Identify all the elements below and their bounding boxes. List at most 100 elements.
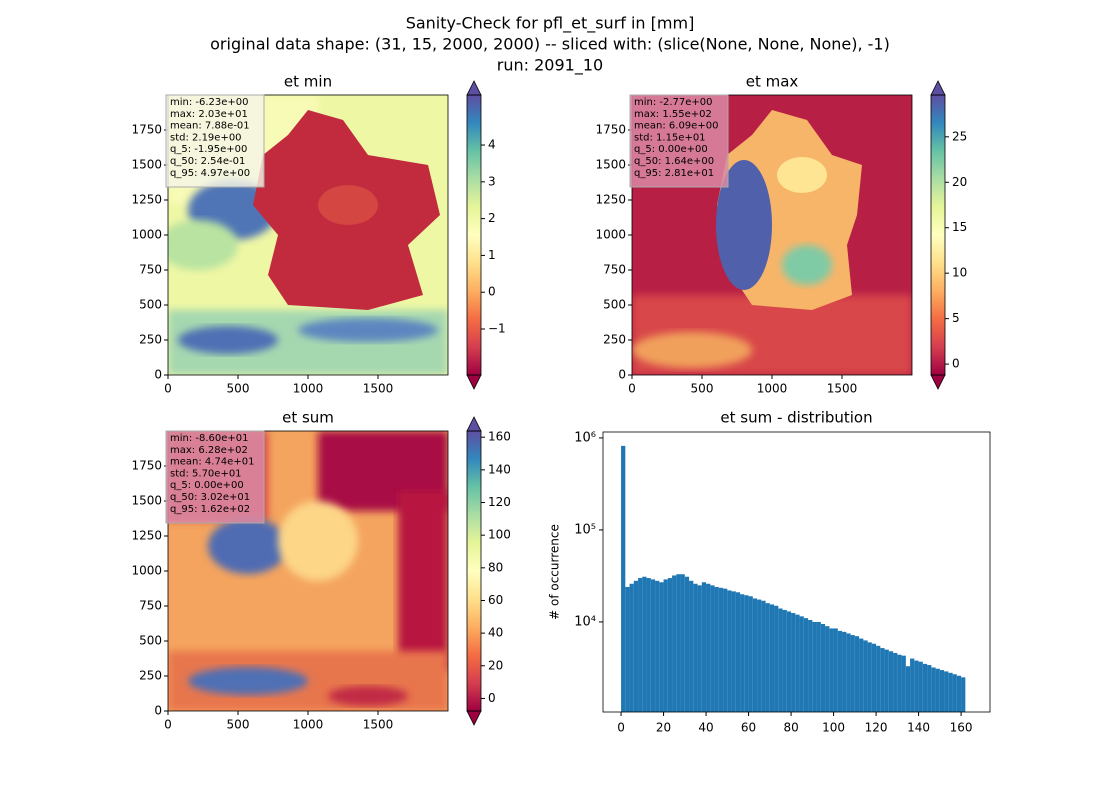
x-tick-label: 1500 <box>363 718 394 732</box>
histogram-bar <box>625 586 630 712</box>
stats-line: q_50: 3.02e+01 <box>170 492 250 503</box>
histogram-bar <box>629 583 634 712</box>
y-tick-label: 1750 <box>131 459 162 473</box>
histogram-bar <box>774 605 779 712</box>
y-tick-label: 1250 <box>595 193 626 207</box>
y-tick-label: 1500 <box>131 494 162 508</box>
colorbar-frame <box>466 430 482 712</box>
y-tick-label: 1500 <box>595 158 626 172</box>
histogram-bar <box>901 655 906 712</box>
x-tick-label: 40 <box>698 721 713 735</box>
colorbar-tick-label: 0 <box>488 285 496 299</box>
stats-line: q_50: 1.64e+00 <box>634 156 714 167</box>
colorbar <box>467 431 481 711</box>
stats-line: std: 5.70e+01 <box>170 468 242 479</box>
colorbar-tick-label: 2 <box>488 211 496 225</box>
y-tick-label: 1500 <box>131 158 162 172</box>
histogram-bar <box>706 583 711 712</box>
y-tick-label: 1750 <box>131 123 162 137</box>
histogram-bar <box>914 660 919 712</box>
y-axis-label: # of occurrence <box>548 524 562 620</box>
histogram-bar <box>663 579 668 712</box>
histogram-bar <box>723 588 728 712</box>
colorbar-tick-label: 140 <box>488 462 511 476</box>
histogram-bar <box>672 575 677 712</box>
histogram-bar <box>952 674 957 712</box>
colorbar-tick-label: 20 <box>952 175 967 189</box>
histogram-bar <box>799 616 804 712</box>
histogram-bar <box>752 598 758 712</box>
colorbar-tick-label: 0 <box>488 691 496 705</box>
histogram-bar <box>820 623 826 712</box>
axes-title: et sum - distribution <box>720 409 872 427</box>
histogram-bar <box>922 663 928 712</box>
colorbar-tick-label: 120 <box>488 495 511 509</box>
histogram-bar <box>748 596 753 712</box>
histogram-bar <box>689 580 694 712</box>
x-tick-label: 1500 <box>827 382 858 396</box>
histogram-bar <box>944 671 949 712</box>
histogram-bar <box>948 672 953 712</box>
histogram-bar <box>897 654 902 712</box>
stats-line: q_5: -1.95e+00 <box>170 144 247 155</box>
y-tick-label: 750 <box>139 263 162 277</box>
histogram-bar <box>761 600 766 712</box>
histogram-bar <box>905 666 911 712</box>
axes-title: et sum <box>282 409 334 427</box>
histogram-bar <box>769 604 775 712</box>
x-tick-label: 1000 <box>757 382 788 396</box>
stats-line: min: -6.23e+00 <box>170 97 249 108</box>
y-tick-label: 0 <box>154 704 162 718</box>
histogram-bar <box>808 619 813 712</box>
heatmap-image <box>168 95 448 375</box>
colorbar-tick-label: 5 <box>952 311 960 325</box>
histogram-bar <box>931 667 936 712</box>
stats-line: mean: 6.09e+00 <box>634 121 718 132</box>
stats-box <box>165 430 265 524</box>
histogram-bar <box>961 677 966 712</box>
y-tick-label: 250 <box>139 333 162 347</box>
histogram-bar <box>740 594 745 712</box>
stats-line: q_50: 2.54e-01 <box>170 156 245 167</box>
x-tick-label: 140 <box>907 721 930 735</box>
y-tick-label: 1750 <box>595 123 626 137</box>
histogram-bar <box>884 649 889 712</box>
stats-line: q_5: 0.00e+00 <box>170 480 244 491</box>
x-tick-label: 500 <box>691 382 714 396</box>
colorbar-extend <box>466 710 482 726</box>
histogram-bar <box>918 661 923 712</box>
histogram-bar <box>825 626 830 712</box>
histogram-bar <box>939 670 945 712</box>
histogram-bar <box>782 609 787 712</box>
histogram-bar <box>718 587 724 712</box>
histogram-bar <box>621 445 626 712</box>
histogram-bar <box>893 652 898 712</box>
y-tick-label: 1250 <box>131 193 162 207</box>
histogram-bar <box>880 648 885 712</box>
x-tick-label: 1000 <box>293 718 324 732</box>
histogram-bar <box>876 645 881 712</box>
colorbar-tick-label: 0 <box>952 357 960 371</box>
axes-frame <box>602 431 991 713</box>
histogram-bar <box>680 574 685 712</box>
colorbar-tick-label: 60 <box>488 593 503 607</box>
histogram-bar <box>744 595 749 712</box>
x-tick-label: 500 <box>227 718 250 732</box>
histogram-bar <box>816 621 821 712</box>
y-tick-label: 500 <box>139 298 162 312</box>
histogram-bar <box>833 628 838 712</box>
histogram-bar <box>646 578 651 712</box>
histogram-bar <box>867 642 872 712</box>
stats-line: std: 1.15e+01 <box>634 132 706 143</box>
colorbar-tick-label: 100 <box>488 528 511 542</box>
colorbar-extend <box>930 80 946 96</box>
histogram-bar <box>655 580 660 712</box>
x-tick-label: 1000 <box>293 382 324 396</box>
colorbar-tick-label: 15 <box>952 220 967 234</box>
stats-line: min: -2.77e+00 <box>634 97 713 108</box>
stats-line: max: 1.55e+02 <box>634 109 712 120</box>
histogram-bar <box>765 603 770 712</box>
histogram-bar <box>935 668 940 712</box>
histogram-bar <box>667 578 673 712</box>
